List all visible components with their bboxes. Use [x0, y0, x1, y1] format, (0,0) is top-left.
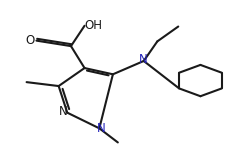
Text: N: N	[59, 105, 67, 118]
Text: OH: OH	[84, 19, 102, 32]
Text: N: N	[139, 53, 148, 66]
Text: N: N	[96, 122, 105, 134]
Text: O: O	[25, 34, 34, 47]
